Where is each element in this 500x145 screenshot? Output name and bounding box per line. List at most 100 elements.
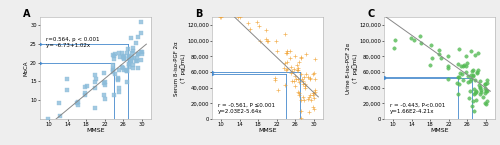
Point bbox=[92, 74, 100, 76]
Point bbox=[472, 98, 480, 101]
Point bbox=[124, 47, 132, 50]
Point bbox=[123, 52, 131, 54]
Point bbox=[457, 65, 465, 67]
Point bbox=[444, 55, 452, 57]
Point bbox=[130, 50, 138, 52]
Point bbox=[118, 66, 126, 68]
Point bbox=[462, 55, 470, 57]
X-axis label: MMSE: MMSE bbox=[258, 128, 277, 134]
Point bbox=[134, 36, 142, 39]
Point bbox=[476, 86, 484, 88]
Point bbox=[116, 56, 124, 58]
Point bbox=[470, 54, 478, 56]
Point bbox=[125, 63, 133, 66]
Point bbox=[118, 52, 126, 54]
Point bbox=[480, 101, 488, 104]
Point bbox=[454, 47, 462, 50]
Point bbox=[101, 81, 109, 83]
Point bbox=[111, 73, 119, 75]
Point bbox=[468, 74, 475, 76]
Point bbox=[470, 69, 478, 71]
Point bbox=[464, 81, 472, 83]
Point bbox=[444, 65, 452, 67]
Point bbox=[110, 52, 118, 55]
Point bbox=[456, 72, 464, 74]
Point bbox=[120, 56, 128, 59]
Point bbox=[471, 79, 479, 81]
Point bbox=[138, 50, 146, 53]
Point bbox=[390, 39, 398, 41]
Point bbox=[476, 93, 484, 96]
Point bbox=[390, 47, 398, 49]
Y-axis label: MoCA: MoCA bbox=[24, 60, 28, 76]
Point bbox=[470, 100, 478, 102]
Point bbox=[133, 56, 141, 59]
Point bbox=[427, 44, 435, 46]
Point bbox=[474, 51, 482, 54]
Point bbox=[456, 76, 464, 78]
Text: r = -0.443, P<0.001
y=1.66E2-4.21x: r = -0.443, P<0.001 y=1.66E2-4.21x bbox=[390, 103, 445, 114]
Point bbox=[454, 93, 462, 96]
Point bbox=[454, 76, 462, 78]
Point bbox=[119, 56, 127, 59]
Point bbox=[476, 91, 484, 93]
Point bbox=[120, 69, 128, 71]
Point bbox=[483, 79, 491, 81]
Point bbox=[436, 52, 444, 55]
Text: B: B bbox=[196, 9, 202, 19]
Point bbox=[132, 42, 140, 44]
Point bbox=[130, 57, 138, 59]
Point bbox=[74, 100, 82, 103]
Point bbox=[474, 71, 482, 74]
Point bbox=[476, 87, 484, 90]
Point bbox=[435, 49, 443, 51]
Point bbox=[482, 103, 490, 105]
Point bbox=[134, 52, 142, 55]
Point bbox=[132, 60, 140, 62]
Point bbox=[463, 61, 471, 64]
Point bbox=[123, 69, 131, 72]
Point bbox=[464, 75, 472, 78]
Point bbox=[116, 91, 124, 94]
Point bbox=[81, 92, 89, 94]
Point bbox=[470, 93, 478, 95]
Point bbox=[428, 57, 436, 59]
Point bbox=[478, 95, 486, 98]
Point bbox=[460, 64, 468, 66]
Point bbox=[72, 102, 80, 104]
Point bbox=[110, 94, 118, 96]
Point bbox=[92, 78, 100, 80]
Point bbox=[470, 88, 478, 90]
Point bbox=[127, 37, 135, 39]
Point bbox=[114, 78, 122, 80]
Point bbox=[462, 65, 469, 68]
Text: r=0.564, p < 0.001
y= -6.73+1.02x: r=0.564, p < 0.001 y= -6.73+1.02x bbox=[46, 37, 99, 48]
Point bbox=[134, 67, 142, 69]
Point bbox=[120, 55, 128, 57]
Point bbox=[466, 80, 474, 82]
Point bbox=[474, 69, 482, 71]
Point bbox=[110, 55, 118, 57]
Point bbox=[482, 89, 490, 91]
Point bbox=[472, 90, 480, 92]
Point bbox=[100, 94, 108, 96]
Point bbox=[476, 84, 484, 87]
Point bbox=[55, 102, 63, 104]
Point bbox=[134, 59, 141, 62]
Point bbox=[128, 56, 136, 58]
Point bbox=[120, 57, 128, 59]
Point bbox=[465, 96, 473, 99]
Point bbox=[138, 53, 145, 55]
Point bbox=[92, 87, 100, 89]
Point bbox=[469, 74, 477, 76]
Point bbox=[482, 87, 490, 89]
Point bbox=[426, 64, 434, 66]
Point bbox=[481, 83, 489, 85]
Point bbox=[458, 73, 466, 75]
Point bbox=[102, 98, 110, 100]
Point bbox=[114, 68, 122, 71]
Point bbox=[482, 90, 490, 92]
Point bbox=[56, 115, 64, 117]
Point bbox=[74, 104, 82, 106]
Point bbox=[125, 66, 133, 68]
